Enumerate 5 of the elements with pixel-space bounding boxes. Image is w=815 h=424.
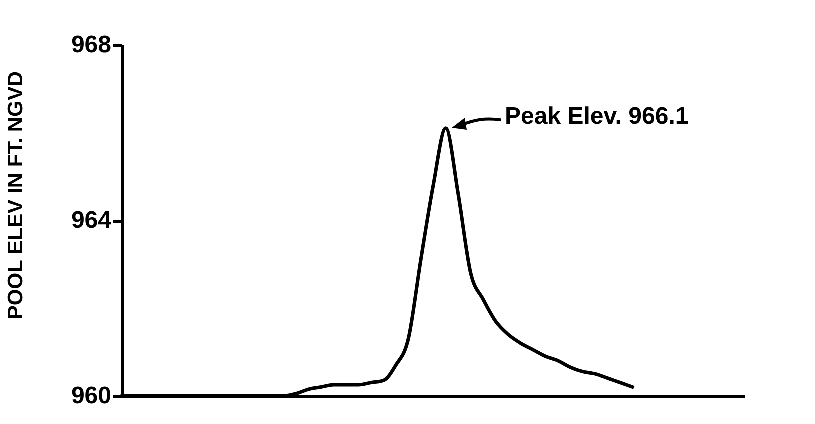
y-tick-label: 960: [71, 382, 112, 410]
y-tick-label: 968: [71, 32, 112, 58]
y-axis-title: POOL ELEV IN FT. NGVD: [4, 71, 28, 320]
y-tick-label: 964: [71, 207, 112, 234]
annotation: Peak Elev. 966.1: [505, 103, 689, 130]
